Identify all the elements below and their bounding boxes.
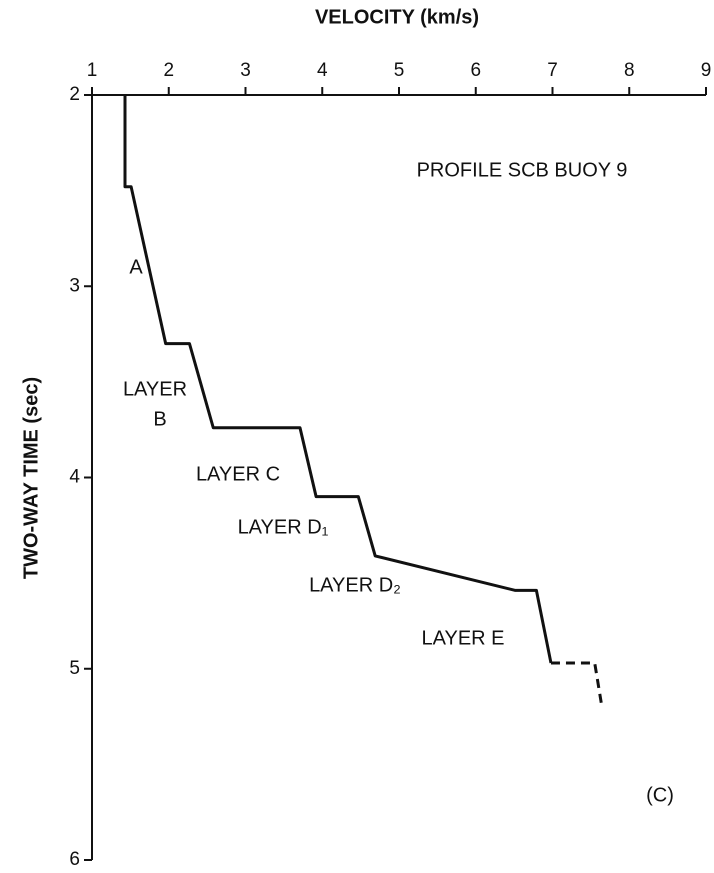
x-tick-label: 1 [87, 60, 98, 81]
x-tick-label: 8 [624, 60, 635, 81]
annotation: PROFILE SCB BUOY 9 [417, 159, 628, 181]
annotation: LAYER D₂ [309, 574, 401, 596]
y-tick-label: 5 [69, 658, 80, 679]
annotation: (C) [646, 784, 674, 806]
y-tick-label: 4 [69, 467, 80, 488]
annotation: LAYER C [196, 463, 280, 485]
x-tick-label: 5 [394, 60, 405, 81]
x-tick-label: 7 [547, 60, 558, 81]
annotation: LAYER D₁ [238, 516, 329, 538]
annotation: A [129, 256, 143, 278]
annotation: B [153, 408, 166, 430]
y-tick-label: 6 [69, 849, 80, 870]
x-tick-label: 9 [701, 60, 712, 81]
x-tick-label: 3 [240, 60, 251, 81]
y-tick-label: 2 [69, 84, 80, 105]
x-tick-label: 6 [470, 60, 481, 81]
line [123, 95, 553, 664]
y-tick-label: 3 [69, 275, 80, 296]
y-axis-label: TWO-WAY TIME (sec) [20, 377, 42, 579]
chart-title: VELOCITY (km/s) [315, 6, 479, 28]
x-tick-label: 2 [163, 60, 174, 81]
dashed-line [550, 661, 604, 706]
x-tick-label: 4 [317, 60, 328, 81]
annotation: LAYER E [422, 627, 505, 649]
annotation: LAYER [123, 378, 187, 400]
